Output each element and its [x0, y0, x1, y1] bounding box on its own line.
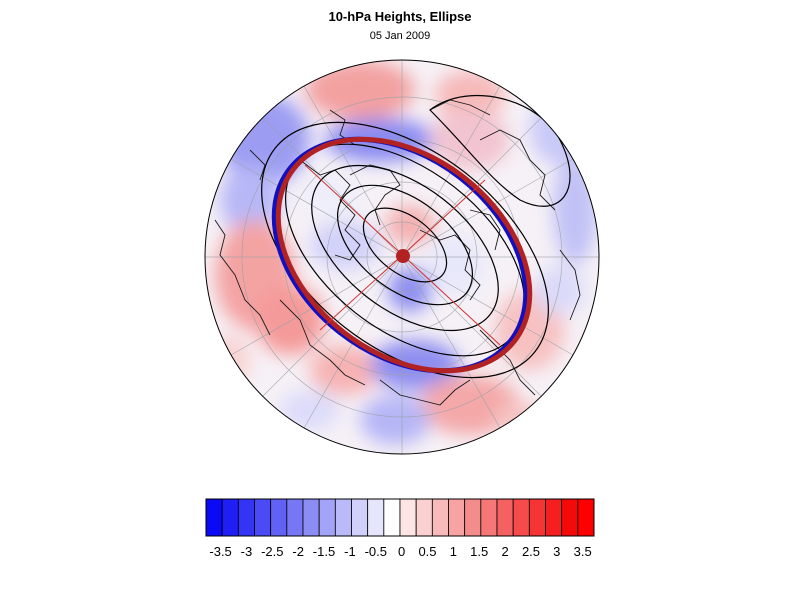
- colorbar-cell: [318, 498, 336, 537]
- colorbar-tick-label: 1: [450, 544, 457, 559]
- colorbar-cell: [270, 498, 288, 537]
- colorbar-tick-label: -3.5: [209, 544, 231, 559]
- colorbar-tick-label: 2: [501, 544, 508, 559]
- colorbar-cell: [254, 498, 272, 537]
- colorbar-frame: [205, 498, 595, 537]
- anomaly-field: [210, 60, 597, 445]
- ellipse-fit-red: [275, 136, 533, 374]
- height-contours: [261, 95, 571, 379]
- colorbar-cell: [561, 498, 579, 537]
- colorbar-cells: [205, 498, 595, 537]
- colorbar-tick-label: -1: [344, 544, 356, 559]
- globe-outline: [204, 59, 600, 455]
- colorbar-tick-label: 3.5: [574, 544, 592, 559]
- colorbar-cell: [577, 498, 595, 537]
- colorbar-cell: [334, 498, 352, 537]
- colorbar-ticks: -3.5 -3 -2.5 -2 -1.5 -1 -0.5 0 0.5 1 1.5 2 2.5 3 3.5: [209, 544, 591, 559]
- colorbar-cell: [302, 498, 320, 537]
- colorbar-tick-label: -0.5: [365, 544, 387, 559]
- colorbar-cell: [286, 498, 304, 537]
- colorbar-cell: [464, 498, 482, 537]
- colorbar-cell: [399, 498, 417, 537]
- ellipse-center-marker: [396, 249, 410, 263]
- figure-title: 10-hPa Heights, Ellipse: [328, 9, 472, 24]
- colorbar-cell: [205, 498, 223, 537]
- colorbar-tick-label: -3: [241, 544, 253, 559]
- colorbar-tick-label: 0.5: [418, 544, 436, 559]
- colorbar-tick-label: 1.5: [470, 544, 488, 559]
- colorbar-cell: [237, 498, 255, 537]
- colorbar-cell: [480, 498, 498, 537]
- figure-date: 05 Jan 2009: [369, 30, 431, 42]
- colorbar-cell: [221, 498, 239, 537]
- colorbar-cell: [512, 498, 530, 537]
- colorbar-tick-label: 3: [553, 544, 560, 559]
- colorbar-cell: [351, 498, 369, 537]
- colorbar-cell: [431, 498, 449, 537]
- colorbar-cell: [545, 498, 563, 537]
- colorbar-tick-label: 2.5: [522, 544, 540, 559]
- colorbar-cell: [367, 498, 385, 537]
- colorbar-cell: [415, 498, 433, 537]
- colorbar-tick-label: -2: [292, 544, 304, 559]
- colorbar-tick-label: -1.5: [313, 544, 335, 559]
- colorbar-tick-label: -2.5: [261, 544, 283, 559]
- colorbar-cell: [383, 498, 401, 537]
- colorbar-tick-label: 0: [398, 544, 405, 559]
- colorbar-cell: [448, 498, 466, 537]
- colorbar-cell: [496, 498, 514, 537]
- colorbar-cell: [528, 498, 546, 537]
